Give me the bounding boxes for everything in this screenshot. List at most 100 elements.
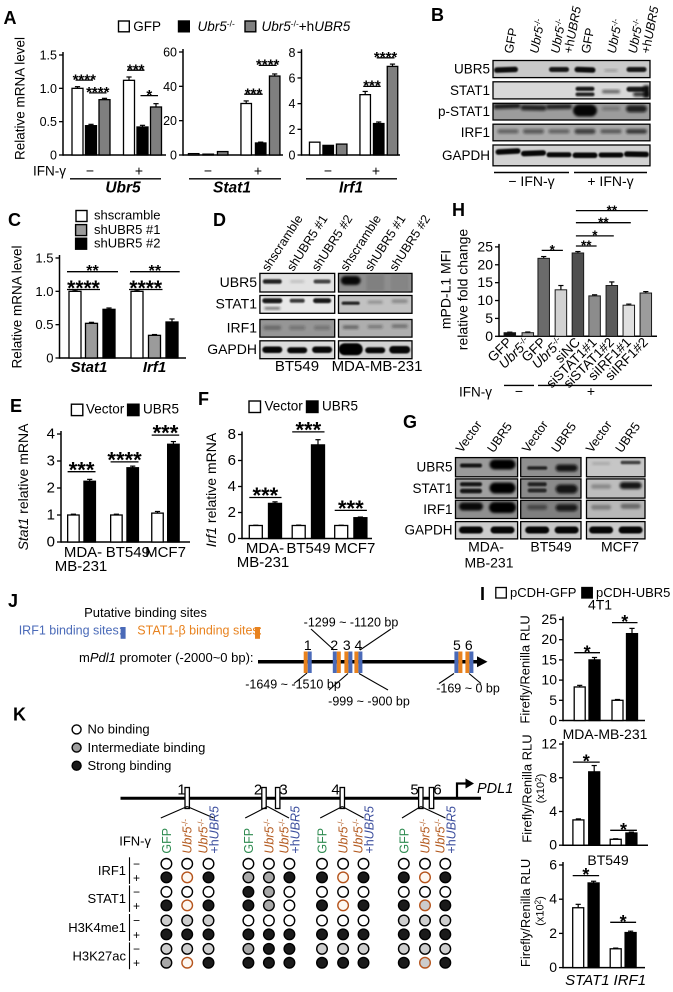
svg-text:UBR5: UBR5 [143,401,179,416]
svg-text:GAPDH: GAPDH [207,341,257,357]
svg-text:5: 5 [410,782,418,799]
svg-text:pCDH-UBR5: pCDH-UBR5 [596,585,670,600]
svg-text:0: 0 [549,837,557,853]
svg-text:3: 3 [47,453,55,470]
svg-text:***: *** [153,421,179,446]
svg-text:+: + [372,163,380,179]
svg-text:STAT1-β binding sites:: STAT1-β binding sites: [137,624,262,638]
svg-text:UBR5: UBR5 [454,62,490,77]
svg-text:+: + [133,899,140,913]
svg-text:MDA-: MDA- [64,544,102,561]
svg-text:+: + [135,163,143,179]
svg-text:MCF7: MCF7 [601,539,639,555]
svg-text:*: * [582,865,589,885]
svg-text:1.0: 1.0 [40,82,57,96]
svg-text:BT549: BT549 [286,540,330,557]
svg-text:G: G [403,412,417,432]
svg-text:2: 2 [289,123,296,137]
svg-text:GFP: GFP [397,828,411,854]
svg-text:BT549: BT549 [587,852,628,868]
svg-text:+hUBR5: +hUBR5 [444,806,458,854]
svg-text:UBR5: UBR5 [220,274,258,290]
svg-text:0: 0 [47,534,55,551]
svg-text:****: **** [256,57,280,74]
svg-text:GFP: GFP [579,27,598,55]
svg-text:6: 6 [549,857,557,873]
svg-text:Ubr5-/-: Ubr5-/- [605,18,625,55]
svg-text:Vector: Vector [265,399,304,414]
svg-text:BT549: BT549 [530,539,571,555]
svg-text:Firefly/Renilla RLU: Firefly/Renilla RLU [518,615,533,723]
svg-text:relative fold change: relative fold change [454,229,470,351]
svg-text:F: F [198,389,209,409]
svg-text:BT549: BT549 [106,544,150,561]
svg-text:MCF7: MCF7 [334,540,375,557]
svg-text:H3K27ac: H3K27ac [73,948,127,963]
svg-text:Stat1 relative mRNA: Stat1 relative mRNA [15,423,31,550]
svg-text:+ IFN-γ: + IFN-γ [587,173,633,189]
svg-text:mPD-L1 MFI: mPD-L1 MFI [438,250,454,329]
svg-text:Ubr5-/-: Ubr5-/- [277,819,291,854]
svg-text:4: 4 [549,803,557,819]
svg-text:− IFN-γ: − IFN-γ [508,173,554,189]
svg-text:***: *** [69,457,95,482]
svg-text:-1299 ~ -1120 bp: -1299 ~ -1120 bp [304,616,399,630]
svg-text:10: 10 [541,672,557,688]
svg-text:1: 1 [47,507,55,524]
svg-text:MB-231: MB-231 [55,558,108,575]
svg-text:BT549: BT549 [275,358,319,375]
svg-text:4: 4 [289,97,296,111]
svg-text:Putative binding sites: Putative binding sites [84,605,207,620]
svg-text:Ubr5-/-+hUBR5: Ubr5-/-+hUBR5 [262,18,351,34]
svg-text:STAT1: STAT1 [565,972,609,987]
svg-text:−: − [133,885,140,899]
svg-text:***: *** [245,85,263,102]
svg-text:0: 0 [549,959,557,975]
svg-text:GFP: GFP [316,828,330,854]
svg-text:UBR5: UBR5 [416,460,452,475]
svg-text:Ubr5-/-: Ubr5-/- [527,18,547,55]
svg-text:****: **** [67,277,101,300]
svg-text:Firefly/Renilla RLU: Firefly/Renilla RLU [520,734,535,842]
svg-text:−: − [515,383,523,399]
svg-text:−: − [204,163,212,179]
svg-text:GAPDH: GAPDH [404,523,452,538]
svg-text:GFP: GFP [133,19,161,34]
svg-text:10: 10 [477,292,493,308]
svg-text:***: *** [363,78,381,95]
svg-text:***: *** [338,496,364,521]
svg-text:shUBR5 #1: shUBR5 #1 [94,222,160,237]
svg-text:Relative mRNA level: Relative mRNA level [13,37,28,160]
svg-text:6: 6 [433,782,441,799]
svg-text:IRF1: IRF1 [98,863,126,878]
svg-text:+: + [587,383,595,399]
svg-text:pCDH-GFP: pCDH-GFP [510,585,576,600]
svg-text:Irf1 relative mRNA: Irf1 relative mRNA [203,432,219,547]
svg-text:GAPDH: GAPDH [442,148,490,163]
svg-text:+hUBR5: +hUBR5 [208,806,222,854]
svg-text:Ubr5-/-: Ubr5-/- [198,18,235,34]
svg-text:***: *** [296,418,322,443]
svg-text:4: 4 [331,782,339,799]
svg-text:2: 2 [549,925,557,941]
svg-text:MDA-: MDA- [246,540,284,557]
svg-text:4: 4 [549,891,557,907]
svg-text:Stat1: Stat1 [71,359,108,376]
svg-text:4T1: 4T1 [588,597,612,613]
svg-text:GFP: GFP [502,27,521,55]
svg-text:****: **** [73,71,97,88]
svg-text:*: * [583,752,590,772]
svg-text:Ubr5-/-: Ubr5-/- [181,819,195,854]
svg-text:****: **** [107,448,142,473]
svg-text:+: + [133,956,140,970]
svg-text:MB-231: MB-231 [237,554,290,571]
svg-text:*: * [584,642,591,662]
svg-text:p-STAT1: p-STAT1 [438,104,490,119]
svg-text:0: 0 [46,351,53,366]
svg-text:8: 8 [289,46,296,60]
svg-text:IRF1: IRF1 [614,972,647,987]
svg-text:mPdl1 promoter (-2000~0 bp):: mPdl1 promoter (-2000~0 bp): [79,650,254,665]
svg-text:No binding: No binding [88,722,150,737]
svg-text:****: **** [129,277,163,300]
svg-text:12: 12 [541,736,557,752]
